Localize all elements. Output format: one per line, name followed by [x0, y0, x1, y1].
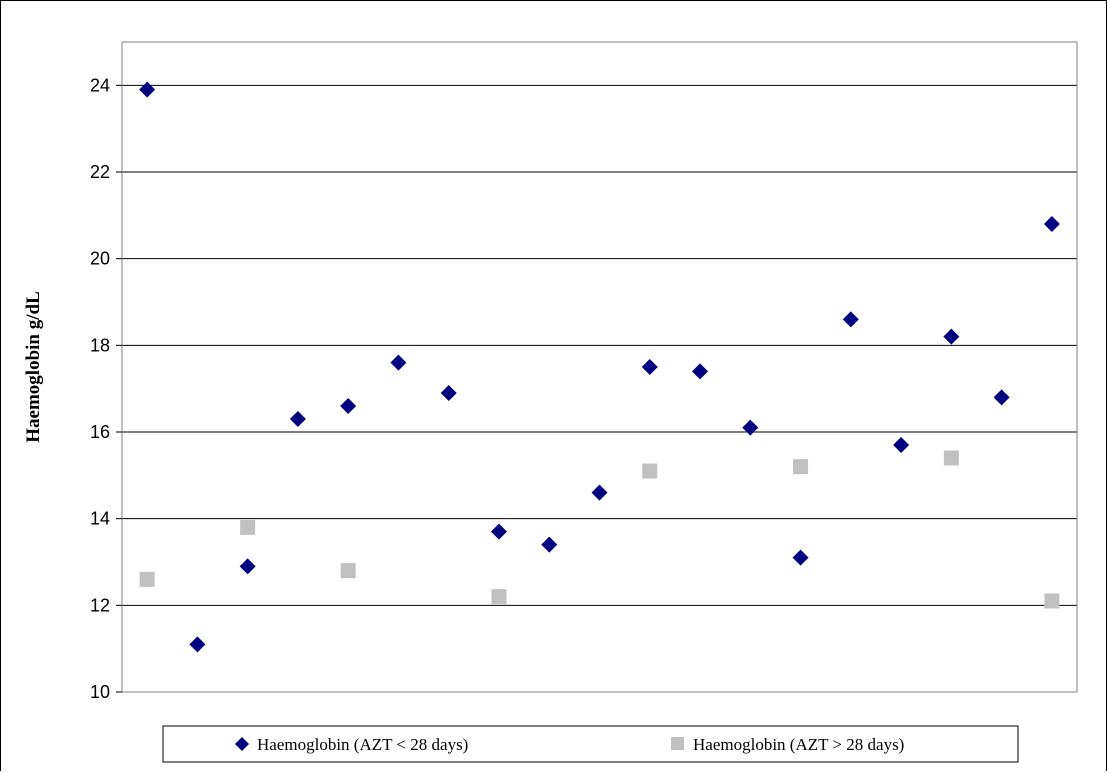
plot-area: [121, 41, 1078, 693]
y-tick-label: 14: [90, 509, 110, 529]
y-tick-label: 18: [90, 335, 110, 355]
data-point-series-2: [793, 459, 809, 475]
legend-label-series-2: Haemoglobin (AZT > 28 days): [693, 735, 904, 754]
data-point-series-1: [591, 484, 608, 501]
data-point-series-1: [289, 411, 306, 427]
data-point-series-2: [642, 463, 658, 479]
data-points: [139, 81, 1060, 653]
y-tick-label: 10: [90, 682, 110, 702]
data-point-series-1: [340, 398, 357, 414]
data-point-series-1: [792, 549, 809, 566]
data-point-series-2: [1044, 593, 1060, 609]
data-point-series-2: [491, 589, 507, 605]
data-point-series-1: [541, 536, 558, 553]
data-point-series-2: [139, 571, 155, 587]
data-point-series-1: [390, 354, 407, 371]
legend: Haemoglobin (AZT < 28 days) Haemoglobin …: [162, 725, 1019, 763]
legend-label-series-1: Haemoglobin (AZT < 28 days): [257, 735, 468, 754]
data-point-series-1: [139, 81, 156, 98]
data-point-series-1: [1043, 216, 1060, 232]
legend-marker-square: [671, 737, 684, 750]
data-point-series-1: [742, 419, 759, 436]
legend-marker-diamond: [235, 737, 249, 751]
data-point-series-1: [189, 636, 206, 653]
data-point-series-1: [993, 389, 1010, 406]
y-tick-label: 24: [90, 75, 110, 95]
data-point-series-1: [943, 328, 960, 345]
y-axis-label: Haemoglobin g/dL: [23, 291, 44, 443]
data-point-series-2: [340, 563, 356, 579]
data-point-series-1: [842, 311, 859, 328]
data-point-series-1: [239, 558, 256, 575]
y-axis-ticks: 10 12 14 16 18 20 22 24: [90, 75, 122, 702]
y-tick-label: 16: [90, 422, 110, 442]
data-point-series-1: [490, 523, 507, 540]
y-tick-label: 20: [90, 249, 110, 269]
gridlines: [122, 84, 1077, 693]
y-tick-label: 22: [90, 162, 110, 182]
data-point-series-1: [641, 359, 658, 375]
legend-box: [162, 725, 1019, 763]
data-point-series-2: [943, 450, 959, 466]
data-point-series-1: [692, 363, 709, 380]
y-tick-label: 12: [90, 595, 110, 615]
data-point-series-1: [440, 385, 457, 401]
data-point-series-1: [893, 437, 910, 453]
data-point-series-2: [240, 519, 256, 535]
